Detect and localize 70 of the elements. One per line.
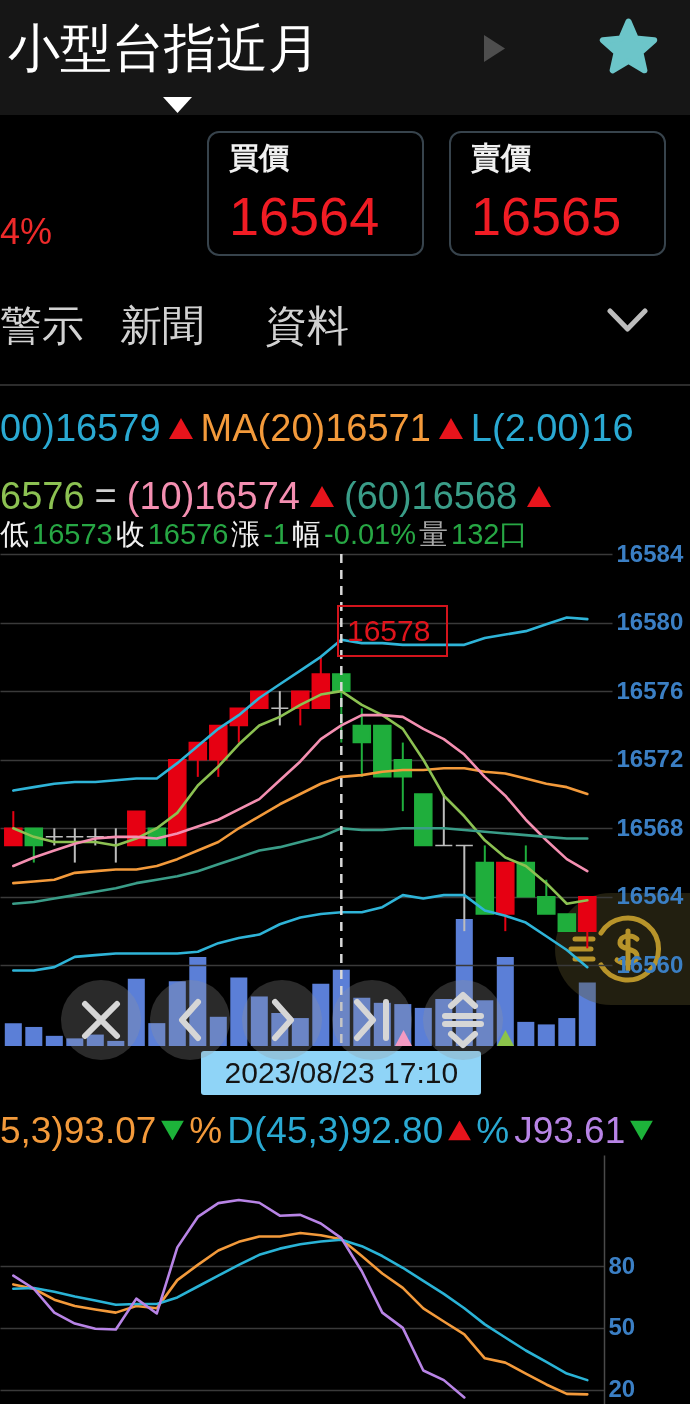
text: 量 bbox=[419, 517, 448, 550]
line-series bbox=[12, 616, 589, 792]
bar bbox=[414, 1007, 432, 1046]
line-series bbox=[12, 826, 589, 906]
candlestick bbox=[4, 810, 23, 847]
bar bbox=[517, 1021, 535, 1046]
chart-title: 小型台指近月 bbox=[8, 19, 320, 77]
text: 新聞 bbox=[120, 302, 204, 349]
bar bbox=[86, 1034, 104, 1046]
text: 16564 bbox=[229, 186, 380, 246]
text: 警示 bbox=[0, 302, 84, 349]
text: (60)16568 bbox=[344, 475, 518, 517]
line-series bbox=[12, 893, 589, 972]
y-tick-label: 80 bbox=[608, 1251, 636, 1279]
y-tick-label: 16576 bbox=[616, 676, 684, 704]
y-tick-label: 50 bbox=[608, 1313, 636, 1341]
bar bbox=[4, 1023, 22, 1046]
text: 資料 bbox=[265, 302, 349, 349]
candlestick bbox=[65, 827, 85, 864]
text: 16565 bbox=[471, 186, 622, 246]
bar bbox=[496, 957, 514, 1046]
bar bbox=[578, 982, 596, 1046]
y-tick-label: 16564 bbox=[616, 882, 684, 910]
text: 低 bbox=[0, 517, 29, 550]
line-series bbox=[12, 713, 589, 873]
text: 00)16579 bbox=[0, 407, 161, 449]
bar bbox=[312, 983, 330, 1046]
y-tick-label: 16572 bbox=[616, 745, 684, 773]
bar bbox=[250, 996, 268, 1046]
text: 收 bbox=[115, 517, 145, 550]
text: 漲 bbox=[231, 517, 261, 550]
bar bbox=[25, 1026, 43, 1046]
annotation: 16578 bbox=[347, 614, 431, 647]
bar bbox=[209, 1016, 227, 1046]
text: -0.01% bbox=[324, 517, 416, 550]
y-tick-label: 16568 bbox=[616, 813, 684, 841]
text: D(45,3)92.80 bbox=[227, 1109, 444, 1151]
bar bbox=[127, 978, 145, 1046]
bar bbox=[230, 977, 248, 1046]
text: J93.61 bbox=[514, 1109, 626, 1151]
text: = bbox=[94, 475, 117, 517]
candlestick bbox=[537, 878, 556, 915]
line-series bbox=[12, 1198, 466, 1399]
text: % bbox=[476, 1109, 510, 1151]
text: 16576 bbox=[147, 517, 229, 550]
text: 5,3)93.07 bbox=[0, 1109, 157, 1151]
bar bbox=[537, 1024, 555, 1046]
text: 6576 bbox=[0, 475, 85, 517]
text: 16573 bbox=[32, 517, 113, 550]
bar bbox=[558, 1018, 576, 1046]
bar bbox=[107, 1040, 125, 1046]
text: % bbox=[189, 1109, 223, 1151]
text: 幅 bbox=[292, 517, 322, 550]
text: 4% bbox=[0, 211, 53, 252]
x-tick-label: 2023/08/23 17:10 bbox=[224, 1055, 459, 1089]
candlestick bbox=[352, 707, 372, 778]
bar bbox=[148, 1023, 166, 1046]
y-tick-label: 16580 bbox=[616, 608, 684, 636]
text: 賣價 bbox=[471, 141, 531, 174]
text: MA(20)16571 bbox=[200, 407, 431, 449]
text: (10)16574 bbox=[126, 475, 300, 517]
bar bbox=[66, 1038, 84, 1046]
text: L(2.00)16 bbox=[470, 407, 634, 449]
text: -1 bbox=[263, 517, 290, 550]
text: 132口 bbox=[451, 517, 529, 550]
text: 買價 bbox=[229, 141, 289, 174]
bar bbox=[45, 1035, 63, 1046]
y-tick-label: 20 bbox=[608, 1375, 636, 1403]
candlestick bbox=[270, 690, 290, 727]
y-tick-label: 16584 bbox=[616, 539, 684, 567]
